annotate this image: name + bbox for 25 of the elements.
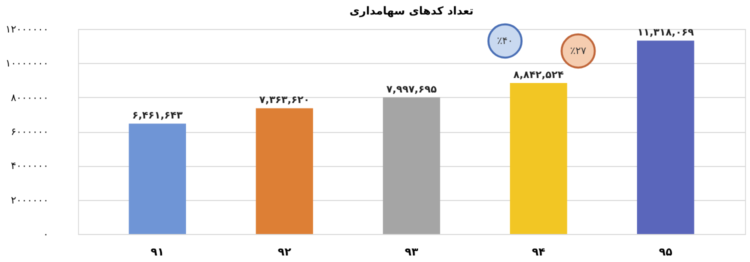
data-label: ۱۱,۳۱۸,۰۶۹ <box>637 28 694 39</box>
x-tick-label: ۹۴ <box>532 246 546 258</box>
y-tick-label: ۱۲۰۰۰۰۰۰ <box>6 24 48 36</box>
y-tick-label: ۴۰۰۰۰۰۰ <box>10 161 48 172</box>
data-label: ۸,۸۴۲,۵۲۴ <box>513 70 564 81</box>
x-tick-label: ۹۱ <box>150 246 164 258</box>
x-tick-label: ۹۲ <box>278 246 292 258</box>
annotation: ٪۴۰ <box>496 36 514 47</box>
data-label: ۶,۴۶۱,۶۴۳ <box>132 110 183 122</box>
bar <box>382 97 440 234</box>
y-tick-label: ۱۰۰۰۰۰۰۰ <box>6 58 48 70</box>
y-tick-label: ۲۰۰۰۰۰۰ <box>10 195 48 206</box>
bar <box>510 82 568 234</box>
bar <box>128 124 186 234</box>
annotation: ٪۲۷ <box>570 46 587 57</box>
x-tick-label: ۹۳ <box>404 246 418 258</box>
data-label: ۷,۳۶۳,۶۲۰ <box>259 95 310 106</box>
bar <box>637 40 694 234</box>
y-tick-label: ۶۰۰۰۰۰۰ <box>10 127 48 138</box>
chart-title: تعداد کدهای سهامداری <box>350 4 474 18</box>
bar <box>256 108 314 234</box>
y-tick-label: ۰ <box>43 230 48 240</box>
data-label: ۷,۹۹۷,۶۹۵ <box>386 84 437 96</box>
x-tick-label: ۹۵ <box>658 246 673 258</box>
y-tick-label: ۸۰۰۰۰۰۰ <box>10 92 48 104</box>
